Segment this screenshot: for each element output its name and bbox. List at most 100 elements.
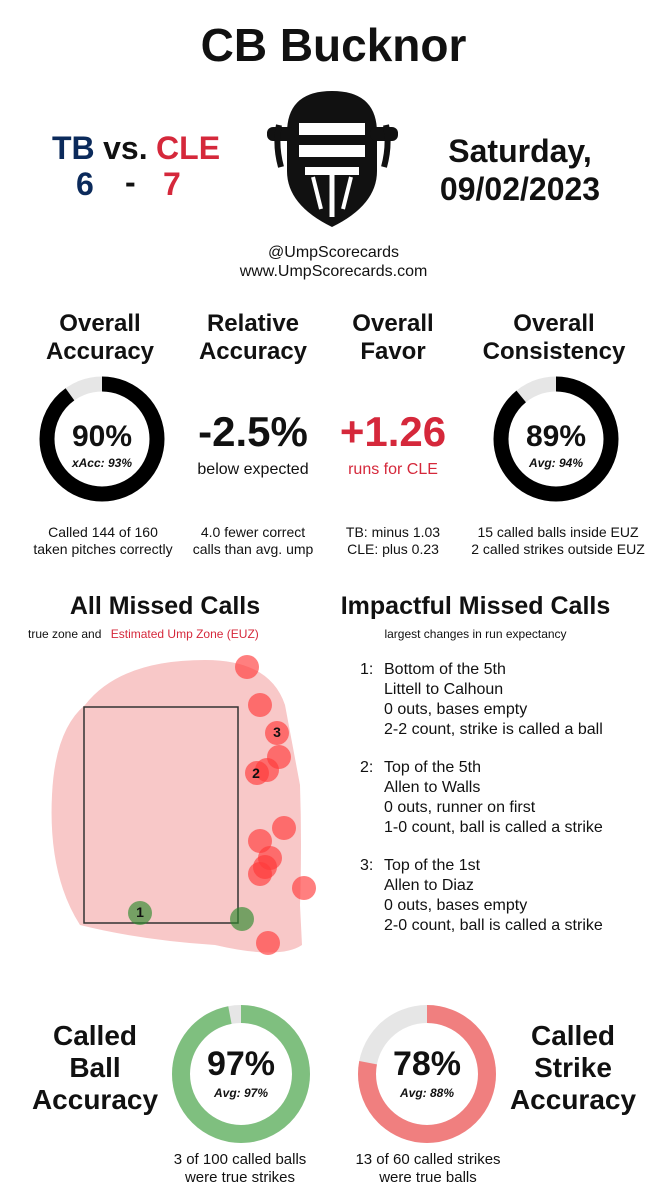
- overall-favor-note: TB: minus 1.03 CLE: plus 0.23: [328, 524, 458, 558]
- credits: @UmpScorecards www.UmpScorecards.com: [0, 243, 667, 281]
- overall-accuracy-note: Called 144 of 160 taken pitches correctl…: [14, 524, 192, 558]
- overall-accuracy-note-2: taken pitches correctly: [33, 541, 173, 557]
- missed-call-dot: [128, 901, 152, 925]
- overall-consistency-note-1: 15 called balls inside EUZ: [477, 524, 639, 540]
- missed-calls-plot: 3 2 1: [51, 655, 316, 955]
- missed-calls-legend: true zone and Estimated Ump Zone (EUZ): [28, 627, 318, 641]
- overall-consistency-title-1: Overall: [513, 310, 595, 337]
- relative-accuracy-note-2: calls than avg. ump: [192, 541, 314, 557]
- missed-call-dot: [235, 655, 259, 679]
- legend-euz: Estimated Ump Zone (EUZ): [110, 627, 259, 641]
- call-3-result: 2-0 count, ball is called a strike: [384, 917, 603, 934]
- call-2-num: 2:: [360, 759, 374, 776]
- call-2-inning: Top of the 5th: [384, 759, 481, 776]
- away-team: TB: [52, 130, 95, 166]
- relative-accuracy-note: 4.0 fewer correct calls than avg. ump: [178, 524, 328, 558]
- umpire-name: CB Bucknor: [200, 19, 467, 71]
- call-1-result: 2-2 count, strike is called a ball: [384, 721, 603, 738]
- call-1-inning: Bottom of the 5th: [384, 661, 506, 678]
- called-ball-title-3: Accuracy: [31, 1084, 159, 1115]
- overall-consistency-ring: [493, 376, 619, 502]
- overall-consistency-note-2: 2 called strikes outside EUZ: [471, 541, 645, 557]
- call-2-matchup: Allen to Walls: [384, 779, 481, 796]
- relative-accuracy-title-2: Accuracy: [198, 338, 308, 365]
- impactful-call-3: 3: Top of the 1st Allen to Diaz 0 outs, …: [360, 856, 650, 938]
- overall-accuracy-title: Overall Accuracy: [20, 310, 180, 366]
- overall-favor-note-2: CLE: plus 0.23: [347, 541, 439, 557]
- impactful-call-2: 2: Top of the 5th Allen to Walls 0 outs,…: [360, 758, 650, 840]
- called-ball-title-2: Ball: [69, 1052, 121, 1083]
- home-team: CLE: [156, 130, 221, 166]
- overall-favor-value: +1.26: [339, 408, 447, 455]
- overall-favor-title-1: Overall: [352, 310, 434, 337]
- overall-consistency-title-2: Consistency: [482, 338, 626, 365]
- legend-true-zone: true zone and: [28, 627, 102, 641]
- called-ball-ring: [172, 1005, 310, 1143]
- ring-arc: [358, 1005, 496, 1143]
- call-1-num: 1:: [360, 661, 374, 678]
- relative-accuracy-value: -2.5%: [198, 408, 308, 455]
- true-strike-zone: [83, 706, 239, 924]
- overall-favor-title-2: Favor: [360, 338, 426, 365]
- date-weekday: Saturday,: [448, 133, 592, 169]
- ring-arc: [39, 376, 165, 502]
- consistency-avg: Avg: 94%: [528, 456, 584, 470]
- overall-consistency-note: 15 called balls inside EUZ 2 called stri…: [458, 524, 658, 558]
- called-ball-note-2: were true strikes: [184, 1169, 296, 1186]
- called-strike-note: 13 of 60 called strikes were true balls: [328, 1151, 528, 1187]
- missed-call-dot: [245, 761, 269, 785]
- missed-call-dot: [248, 693, 272, 717]
- call-1-matchup: Littell to Calhoun: [384, 681, 504, 698]
- called-strike-title-2: Strike: [534, 1052, 612, 1083]
- overall-accuracy-title-2: Accuracy: [45, 338, 155, 365]
- overall-accuracy-value: 90%: [71, 420, 133, 453]
- impactful-title: Impactful Missed Calls: [340, 592, 611, 620]
- ring-arc: [172, 1005, 310, 1143]
- overall-favor-sub: runs for CLE: [348, 461, 438, 478]
- call-3-num: 3:: [360, 857, 374, 874]
- missed-call-dot: [292, 876, 316, 900]
- called-ball-avg: Avg: 97%: [213, 1086, 269, 1100]
- called-ball-note-1: 3 of 100 called balls: [173, 1151, 307, 1168]
- overall-accuracy-title-1: Overall: [59, 310, 141, 337]
- score-separator: -: [125, 164, 136, 200]
- missed-call-dot: [256, 931, 280, 955]
- matchup: TB vs. CLE: [52, 130, 232, 167]
- game-date: Saturday, 09/02/2023: [420, 132, 620, 208]
- relative-accuracy-title-1: Relative: [206, 310, 300, 337]
- impactful-call-1: 1: Bottom of the 5th Littell to Calhoun …: [360, 660, 650, 742]
- called-strike-title-1: Called: [530, 1020, 616, 1051]
- called-strike-ring: [358, 1005, 496, 1143]
- call-2-result: 1-0 count, ball is called a strike: [384, 819, 603, 836]
- call-1-situation: 0 outs, bases empty: [384, 701, 528, 718]
- umpire-mask-icon: [267, 91, 398, 227]
- ring-arc: [493, 376, 619, 502]
- overall-accuracy-note-1: Called 144 of 160: [48, 524, 158, 540]
- overall-favor-title: Overall Favor: [328, 310, 458, 366]
- twitter-handle: @UmpScorecards: [268, 244, 399, 261]
- overall-favor-note-1: TB: minus 1.03: [345, 524, 441, 540]
- called-ball-value: 97%: [206, 1045, 276, 1083]
- impactful-subtitle: largest changes in run expectancy: [384, 627, 567, 641]
- label-1: 1: [136, 904, 144, 920]
- called-strike-note-1: 13 of 60 called strikes: [355, 1151, 501, 1168]
- overall-consistency-value: 89%: [525, 420, 587, 453]
- label-3: 3: [273, 724, 281, 740]
- label-2: 2: [252, 765, 260, 781]
- called-strike-title-3: Accuracy: [509, 1084, 637, 1115]
- vs-label: vs.: [103, 130, 148, 166]
- missed-call-dot: [265, 721, 289, 745]
- called-ball-title-1: Called: [52, 1020, 138, 1051]
- missed-calls-title: All Missed Calls: [69, 592, 261, 620]
- overall-accuracy-ring: [39, 376, 165, 502]
- missed-call-dot: [248, 862, 272, 886]
- call-2-situation: 0 outs, runner on first: [384, 799, 536, 816]
- called-ball-note: 3 of 100 called balls were true strikes: [140, 1151, 340, 1187]
- overall-consistency-title: Overall Consistency: [470, 310, 638, 366]
- called-ball-title: Called Ball Accuracy: [20, 1020, 170, 1116]
- euz-area: [51, 660, 302, 953]
- away-score: 6: [76, 166, 94, 202]
- xacc-value: xAcc: 93%: [71, 456, 133, 470]
- website-link: www.UmpScorecards.com: [239, 263, 428, 280]
- home-score: 7: [163, 166, 181, 202]
